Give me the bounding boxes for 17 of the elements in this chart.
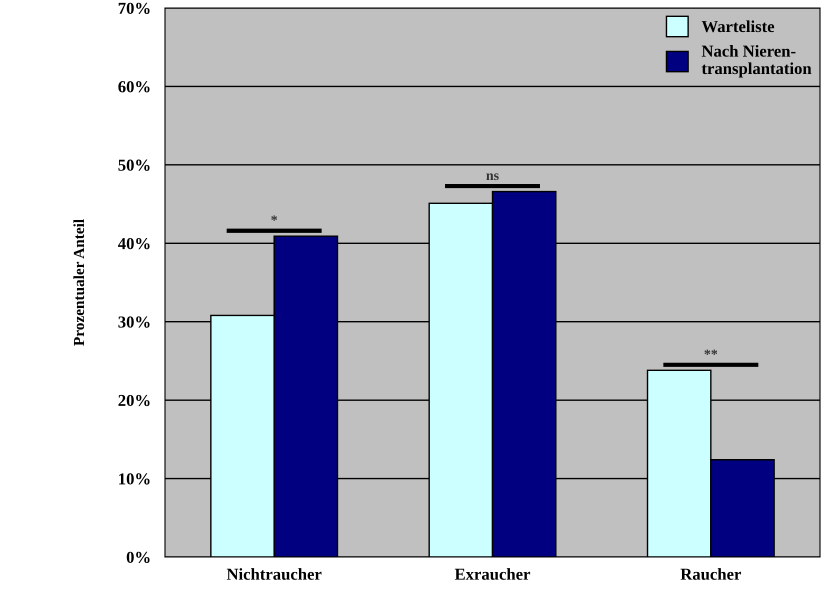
x-tick-label: Exraucher	[454, 568, 530, 580]
annotation: **	[704, 350, 718, 355]
legend-label: Nach Nieren- transplantation	[702, 45, 812, 78]
y-tick-label: 60%	[118, 81, 150, 92]
y-tick-label: 40%	[118, 238, 150, 250]
y-tick-label: 0%	[126, 552, 150, 563]
x-tick-label: Raucher	[680, 568, 742, 580]
y-tick-label: 30%	[118, 316, 150, 328]
x-tick-label: Nichtraucher	[226, 568, 322, 580]
y-axis-title: Prozentualer Anteil	[73, 219, 84, 346]
annotation: ns	[486, 173, 499, 180]
legend-label: Warteliste	[702, 20, 774, 32]
y-tick-label: 10%	[119, 473, 150, 485]
y-tick-label: 20%	[118, 394, 150, 406]
y-tick-label: 50%	[118, 160, 150, 171]
y-tick-label: 70%	[118, 2, 150, 14]
annotation: *	[271, 215, 278, 221]
